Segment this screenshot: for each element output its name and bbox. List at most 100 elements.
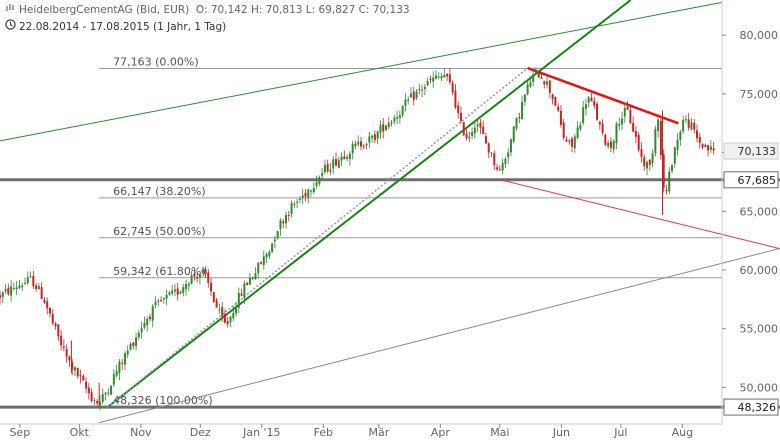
- candle-body: [493, 153, 496, 166]
- fibonacci-levels: 77,163 (0.00%) 66,147 (38.20%) 62,745 (50.…: [99, 56, 722, 408]
- candle-body: [304, 193, 307, 197]
- candle-body: [651, 153, 654, 163]
- candle-body: [154, 301, 157, 306]
- candle-body: [260, 261, 263, 264]
- candle-body: [351, 144, 354, 154]
- candle-body: [21, 285, 24, 288]
- candle-body: [329, 169, 332, 172]
- candle-body: [509, 139, 512, 153]
- candle-body: [404, 99, 407, 106]
- candle-body: [643, 157, 646, 167]
- candle-body: [118, 361, 121, 374]
- candle-body: [398, 115, 401, 118]
- candle-body: [285, 215, 288, 224]
- chart-header-range: 22.08.2014 - 17.08.2015 (1 Jahr, 1 Tag): [4, 19, 226, 33]
- candle-body: [293, 203, 296, 205]
- candle-body: [512, 126, 515, 142]
- candle-body: [654, 129, 657, 153]
- candle-body: [107, 392, 110, 394]
- candle-body: [212, 292, 215, 302]
- candle-body: [540, 77, 543, 79]
- candle-body: [171, 290, 174, 294]
- x-tick-label: Jun: [552, 426, 570, 439]
- candle-body: [301, 195, 304, 198]
- candle-body: [110, 385, 113, 395]
- candle-body: [434, 75, 437, 79]
- candle-body: [79, 375, 82, 377]
- candle-body: [312, 187, 315, 193]
- fib-label: 66,147 (38.20%): [113, 185, 206, 198]
- candle-body: [676, 139, 679, 150]
- candle-body: [115, 371, 118, 376]
- candle-body: [112, 374, 115, 385]
- candle-body: [521, 101, 524, 120]
- candle-body: [151, 306, 154, 321]
- candle-body: [529, 82, 532, 87]
- candle-body: [362, 146, 365, 148]
- candlesticks: [0, 67, 715, 411]
- candle-body: [360, 141, 362, 147]
- x-tick-label: Dez: [190, 426, 211, 439]
- candle-body: [523, 94, 526, 102]
- candle-body: [68, 356, 71, 361]
- y-tick-label: 55,000: [740, 323, 779, 336]
- candle-body: [140, 328, 143, 333]
- candle-body: [551, 94, 554, 99]
- candle-body: [423, 86, 426, 90]
- candle-body: [26, 277, 29, 284]
- candle-body: [384, 125, 387, 131]
- candle-body: [298, 198, 301, 200]
- candle-body: [321, 173, 324, 176]
- candle-body: [393, 117, 396, 122]
- candle-body: [407, 99, 410, 102]
- candle-body: [454, 90, 457, 108]
- candle-body: [182, 287, 185, 293]
- candle-body: [190, 275, 193, 284]
- candle-body: [671, 165, 674, 171]
- candle-body: [273, 239, 276, 242]
- candle-body: [412, 91, 415, 100]
- candle-body: [657, 119, 660, 131]
- candle-body: [582, 107, 585, 124]
- y-tick-label: 75,000: [740, 88, 779, 101]
- candle-body: [557, 106, 560, 111]
- candle-body: [101, 394, 104, 402]
- candle-body: [262, 256, 265, 266]
- candle-body: [215, 300, 218, 308]
- candle-body: [340, 156, 343, 161]
- x-tick-label: Aug: [672, 426, 693, 439]
- candle-body: [534, 70, 537, 74]
- ohlc-values: O: 70,142 H: 70,813 L: 69,827 C: 70,133: [195, 4, 410, 16]
- candle-body: [601, 123, 604, 133]
- candle-body: [60, 335, 63, 346]
- candle-body: [37, 285, 40, 290]
- candle-body: [54, 323, 57, 327]
- candle-body: [82, 376, 85, 381]
- candle-body: [204, 269, 207, 275]
- candle-body: [429, 78, 432, 80]
- candle-body: [310, 190, 313, 192]
- candle-body: [448, 74, 451, 83]
- candle-body: [62, 346, 65, 348]
- candle-body: [440, 75, 443, 79]
- candle-body: [307, 189, 310, 198]
- y-tick-label: 65,000: [740, 205, 779, 218]
- candle-body: [279, 220, 282, 230]
- candle-body: [646, 161, 649, 169]
- candle-body: [457, 105, 460, 114]
- candle-body: [396, 117, 399, 119]
- candle-body: [623, 107, 626, 117]
- horizontal-levels: [0, 178, 780, 409]
- candle-body: [357, 141, 360, 145]
- candle-body: [673, 147, 676, 164]
- candle-body: [315, 182, 318, 187]
- candle-body: [543, 81, 546, 85]
- candle-body: [40, 287, 43, 299]
- red-resistance-line: [527, 66, 679, 125]
- x-tick-label: Sep: [9, 426, 30, 439]
- candle-body: [104, 392, 107, 395]
- candle-body: [287, 214, 290, 216]
- candle-body: [290, 203, 293, 214]
- candle-body: [343, 156, 346, 160]
